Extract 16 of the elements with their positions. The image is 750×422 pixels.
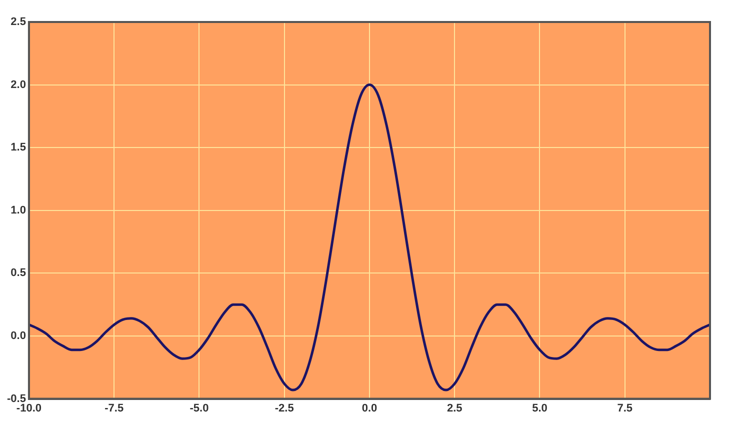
x-tick-label: -7.5 [104,402,124,414]
y-tick-label: -0.5 [6,392,26,405]
y-tick-label: 1.0 [10,204,26,216]
x-tick-label: 0.0 [362,402,378,414]
x-tick-label: 2.5 [446,402,462,414]
y-tick-label: 0.5 [10,267,26,280]
x-tick-label: 5.0 [532,402,548,414]
line-series [28,84,710,392]
y-tick-label: 0.0 [10,330,26,342]
y-tick-label: 1.5 [10,142,26,154]
x-tick-label: -5.0 [190,402,209,414]
y-tick-label: 2.5 [10,16,26,28]
x-tick-label: -2.5 [274,402,294,414]
x-tick-label: -10.0 [16,402,42,414]
x-tick-label: 7.5 [617,402,633,414]
y-tick-label: 2.0 [10,78,26,91]
